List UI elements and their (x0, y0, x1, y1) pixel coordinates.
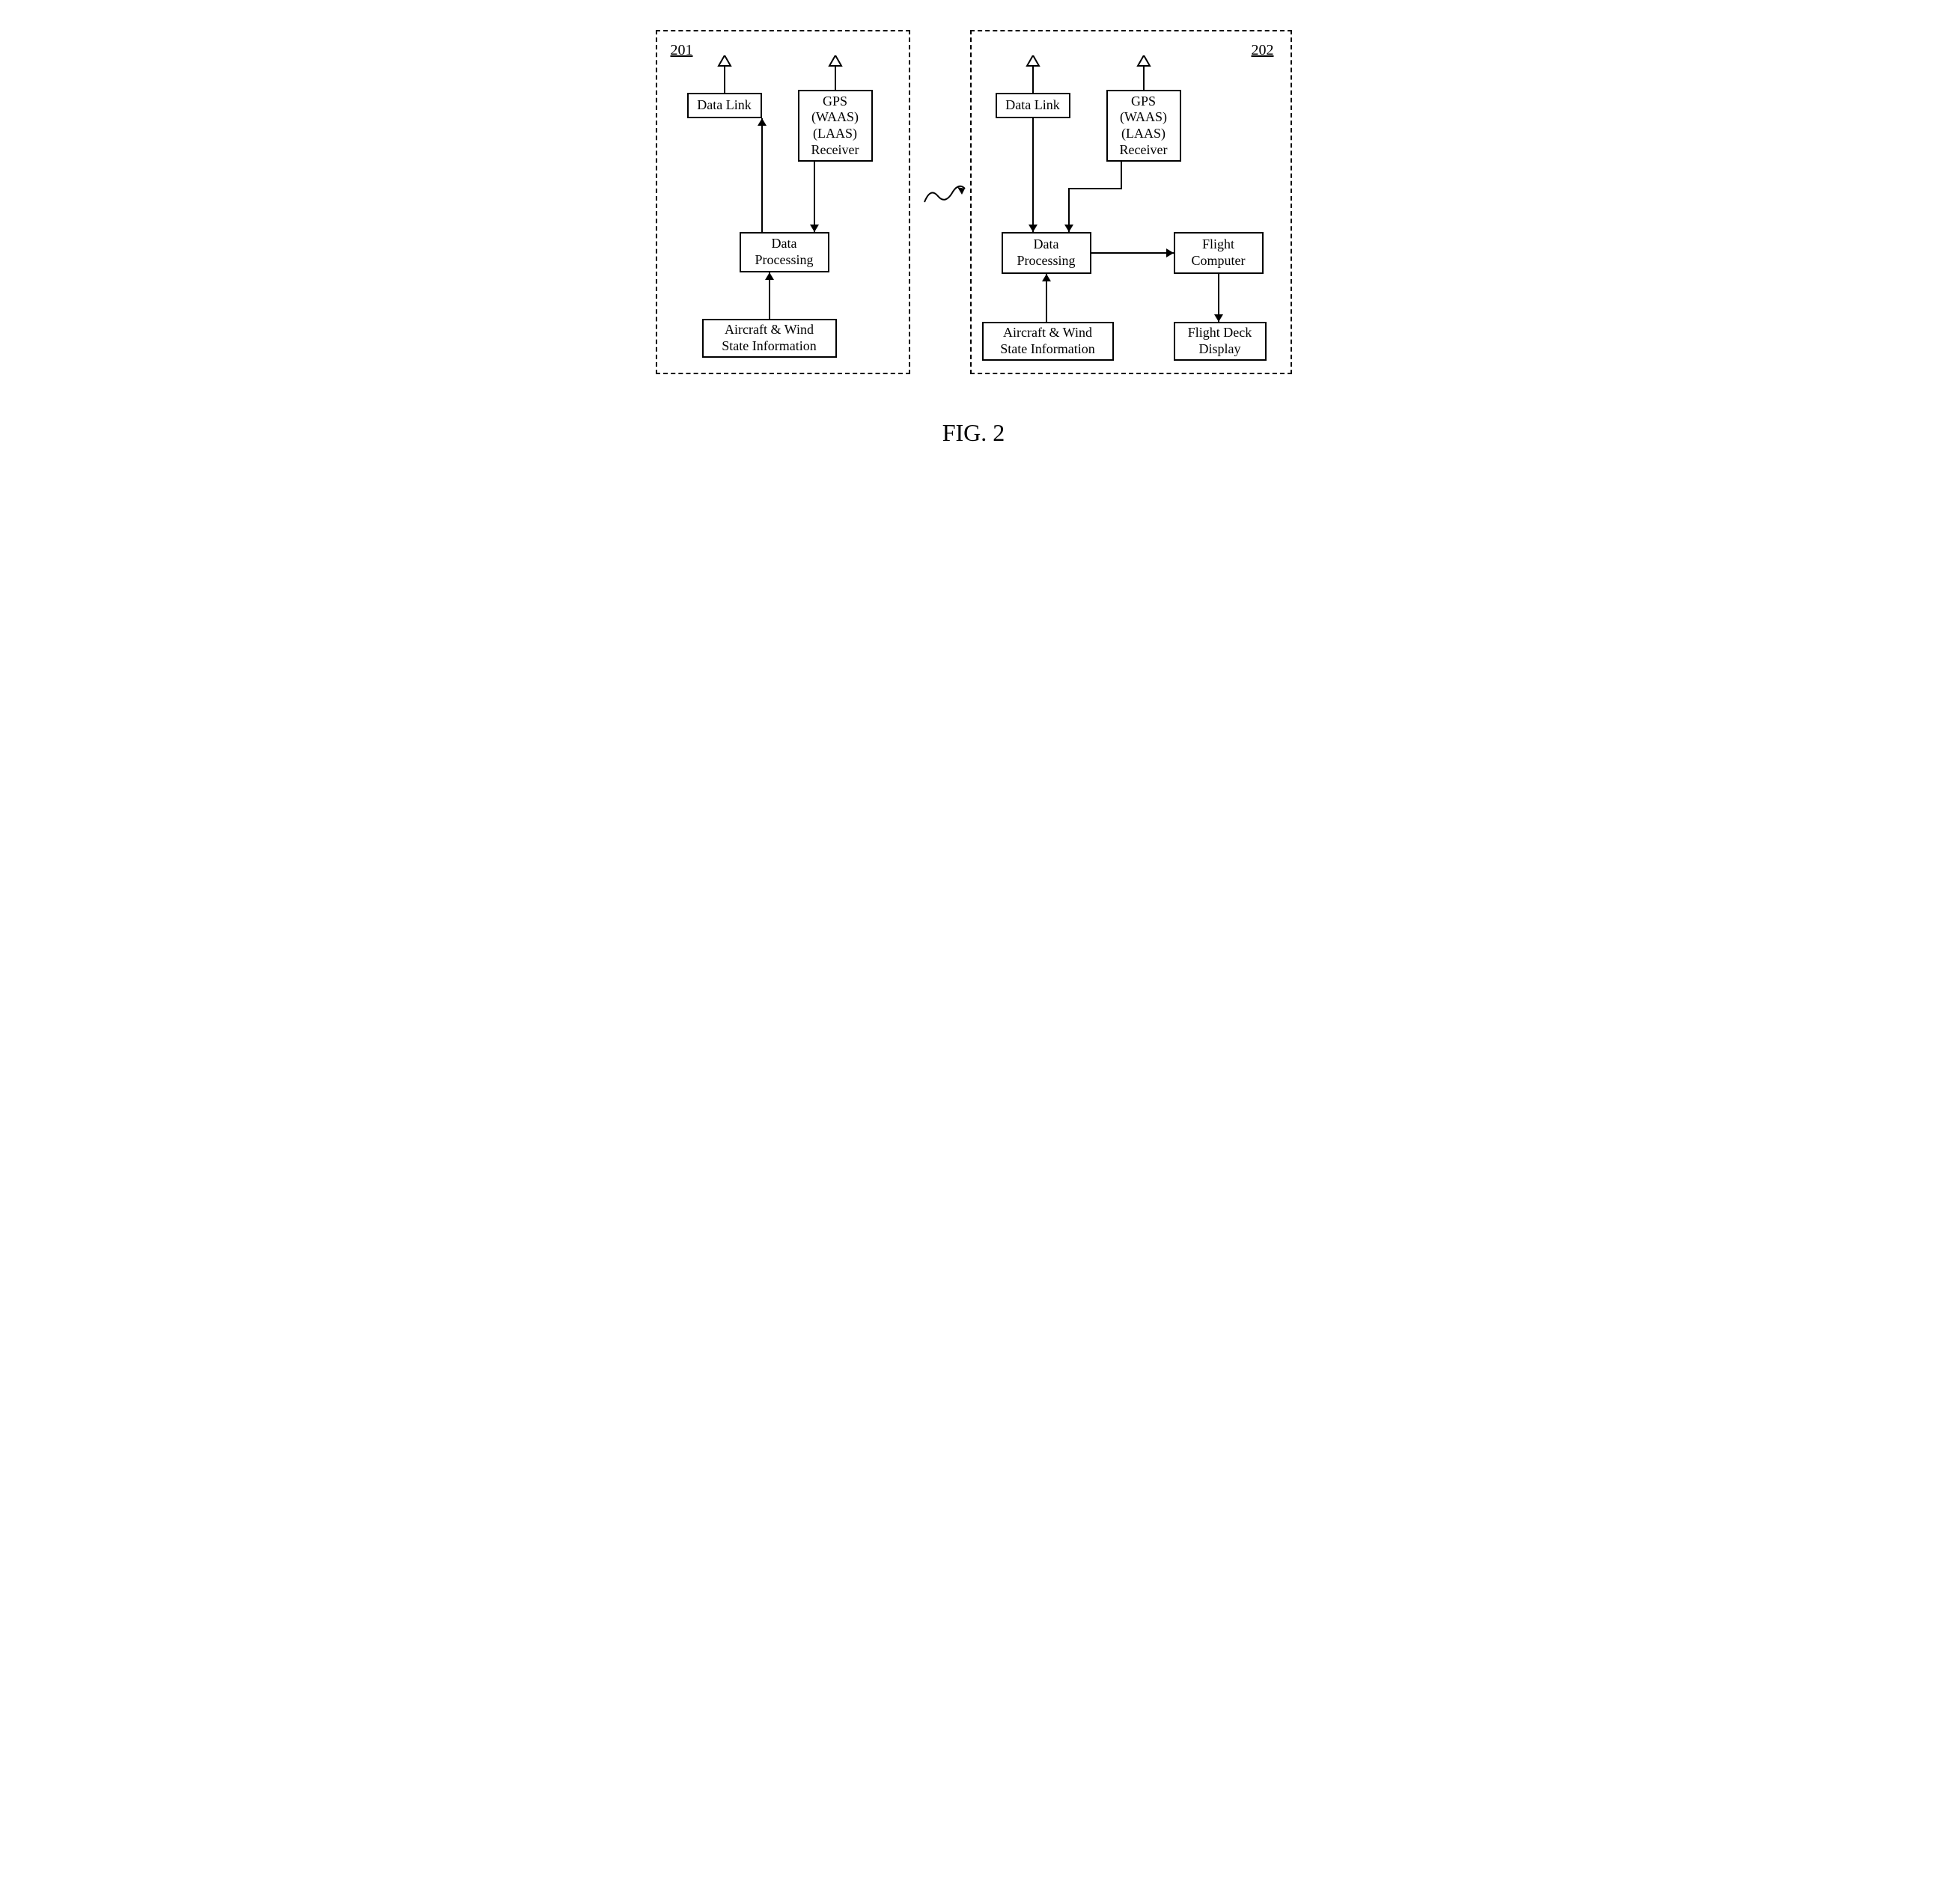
panels-row: 201 Data Link (637, 30, 1311, 374)
box-line: (WAAS) (811, 109, 859, 126)
figure-container: 201 Data Link (637, 30, 1311, 447)
flight-computer-box: Flight Computer (1174, 232, 1264, 274)
state-info-box: Aircraft & Wind State Information (702, 319, 837, 358)
box-line: Receiver (1120, 142, 1168, 159)
box-line: Flight Deck (1188, 325, 1252, 341)
box-text: Data Link (1005, 97, 1059, 114)
data-link-box: Data Link (996, 93, 1070, 118)
box-line: (LAAS) (813, 126, 857, 142)
antenna-icon (1136, 55, 1151, 75)
box-line: Aircraft & Wind (1003, 325, 1092, 341)
antenna-icon (828, 55, 843, 75)
flight-deck-display-box: Flight Deck Display (1174, 322, 1267, 361)
figure-caption: FIG. 2 (637, 419, 1311, 447)
antenna-icon (1026, 55, 1040, 75)
box-text: Data Link (697, 97, 751, 114)
transmission-arrow-icon (921, 180, 974, 210)
box-line: GPS (823, 94, 847, 110)
box-line: Processing (1017, 253, 1076, 269)
data-processing-box: Data Processing (740, 232, 829, 272)
gps-receiver-box: GPS (WAAS) (LAAS) Receiver (798, 90, 873, 162)
gps-receiver-box: GPS (WAAS) (LAAS) Receiver (1106, 90, 1181, 162)
panel-202: 202 (970, 30, 1292, 374)
box-line: Aircraft & Wind (725, 322, 814, 338)
box-line: Receiver (811, 142, 859, 159)
panel-label-right: 202 (1252, 42, 1274, 59)
box-line: (WAAS) (1120, 109, 1167, 126)
box-line: State Information (1000, 341, 1094, 358)
box-line: Flight (1202, 237, 1234, 253)
box-line: Data (1034, 237, 1059, 253)
box-line: GPS (1131, 94, 1156, 110)
antenna-icon (717, 55, 732, 75)
panel-201: 201 Data Link (656, 30, 910, 374)
box-line: Computer (1192, 253, 1246, 269)
state-info-box: Aircraft & Wind State Information (982, 322, 1114, 361)
box-line: Data (772, 236, 797, 252)
data-processing-box: Data Processing (1002, 232, 1091, 274)
box-line: Display (1199, 341, 1241, 358)
box-line: Processing (755, 252, 814, 269)
data-link-box: Data Link (687, 93, 762, 118)
panel-label-left: 201 (671, 42, 693, 59)
box-line: (LAAS) (1121, 126, 1166, 142)
box-line: State Information (722, 338, 816, 355)
